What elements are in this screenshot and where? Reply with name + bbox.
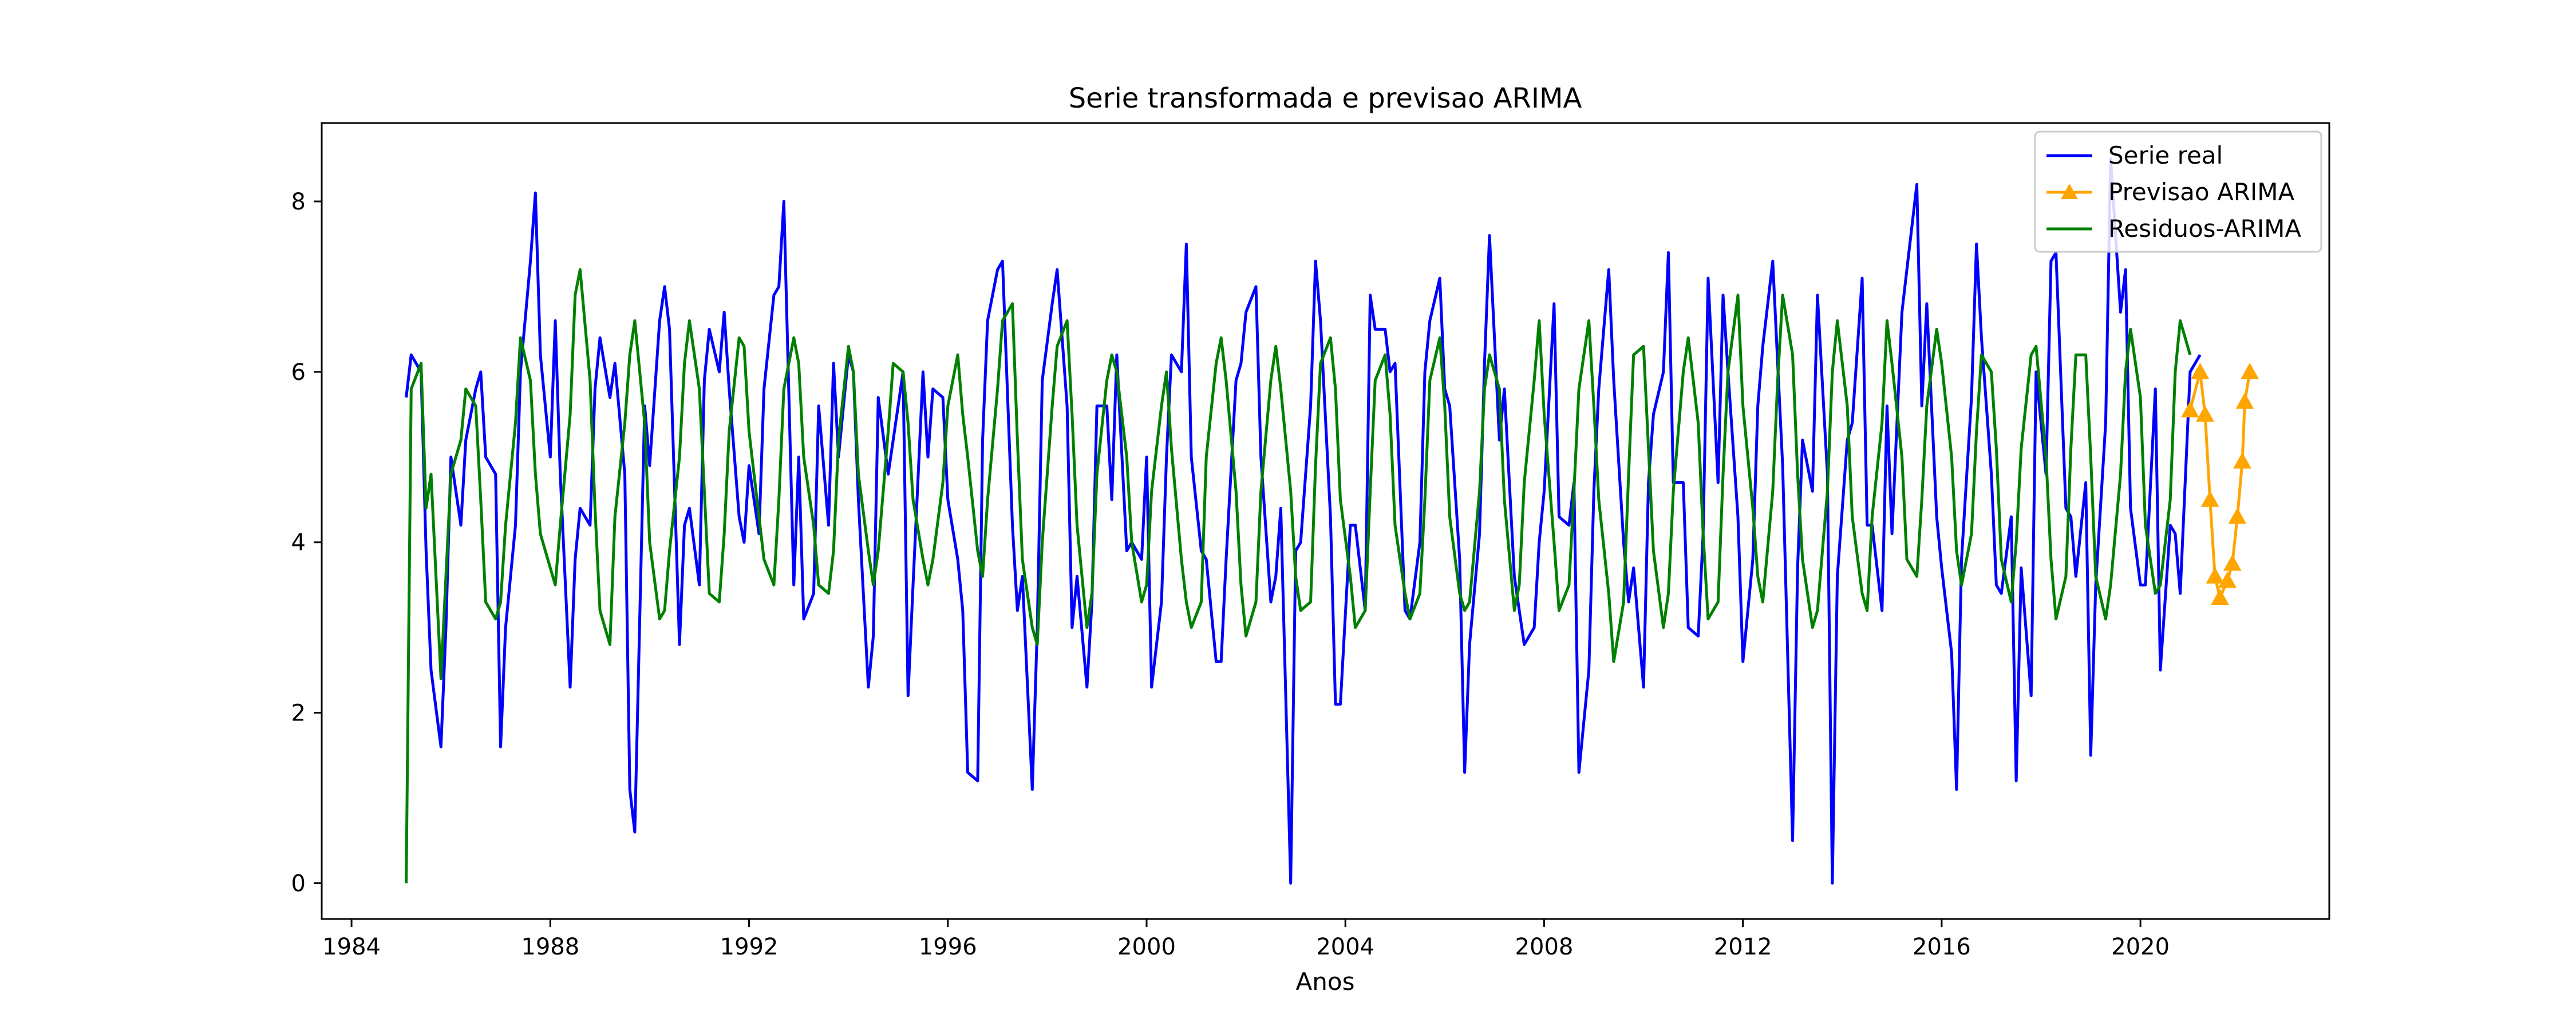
y-tick-label: 4 xyxy=(291,530,306,556)
y-tick-label: 8 xyxy=(291,189,306,215)
forecast-marker xyxy=(2241,362,2259,379)
forecast-marker xyxy=(2200,490,2219,507)
x-tick-label: 2016 xyxy=(1913,934,1971,960)
plot-frame xyxy=(321,122,2330,920)
chart-title: Serie transformada e previsao ARIMA xyxy=(1069,82,1582,114)
x-axis-label: Anos xyxy=(1296,968,1355,996)
y-tick-label: 6 xyxy=(291,359,306,386)
forecast-marker xyxy=(2218,571,2237,588)
x-tick-label: 1984 xyxy=(322,934,381,960)
forecast-marker xyxy=(2196,405,2214,422)
series-line-serie-real xyxy=(405,157,2202,885)
legend: Serie real Previsao ARIMA Residuos-ARIMA xyxy=(2034,130,2322,253)
forecast-marker xyxy=(2228,508,2247,524)
forecast-marker xyxy=(2223,554,2242,571)
forecast-marker xyxy=(2191,362,2210,379)
plot-area xyxy=(405,157,2259,885)
legend-marker xyxy=(2061,184,2078,199)
y-tick-label: 0 xyxy=(291,870,306,897)
x-tick-label: 1988 xyxy=(521,934,579,960)
x-tick-label: 2020 xyxy=(2111,934,2170,960)
series-line-residuos-arima xyxy=(405,268,2192,884)
x-tick-label: 1992 xyxy=(720,934,779,960)
x-tick-label: 2008 xyxy=(1515,934,1574,960)
x-tick-label: 1996 xyxy=(919,934,977,960)
y-axis: 0 2 4 6 8 xyxy=(291,189,322,897)
y-tick-label: 2 xyxy=(291,700,306,727)
forecast-marker xyxy=(2211,588,2229,605)
legend-label: Serie real xyxy=(2108,141,2223,169)
forecast-marker xyxy=(2181,401,2199,418)
forecast-marker xyxy=(2206,567,2225,584)
legend-label: Residuos-ARIMA xyxy=(2108,215,2301,243)
legend-label: Previsao ARIMA xyxy=(2108,178,2295,206)
x-axis: 1984 1988 1992 1996 2000 2004 2008 2012 2016 2020 xyxy=(322,919,2170,960)
forecast-marker xyxy=(2233,452,2251,469)
forecast-marker xyxy=(2235,392,2254,409)
x-tick-label: 2004 xyxy=(1316,934,1374,960)
x-tick-label: 2000 xyxy=(1117,934,1176,960)
x-tick-label: 2012 xyxy=(1714,934,1772,960)
legend-box xyxy=(2034,130,2322,253)
